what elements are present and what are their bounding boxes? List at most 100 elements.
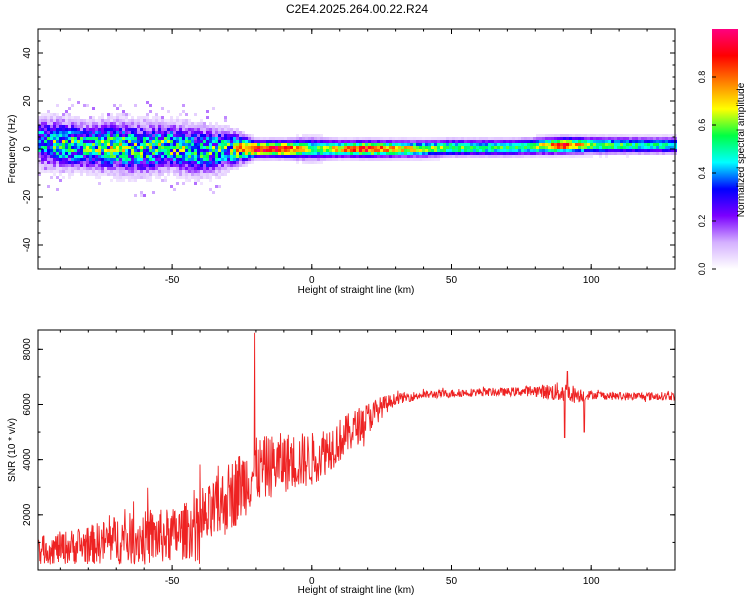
spectrogram-cell	[248, 143, 251, 146]
spectrogram-cell	[101, 170, 104, 173]
spectrogram-cell	[44, 143, 47, 146]
spectrogram-cell	[65, 167, 68, 170]
spectrogram-cell	[644, 152, 647, 155]
spectrogram-cell	[377, 137, 380, 140]
spectrogram-cell	[74, 143, 77, 146]
spectrogram-cell	[449, 155, 452, 158]
spectrogram-cell	[164, 155, 167, 158]
spectrogram-cell	[563, 140, 566, 143]
spectrogram-cell	[329, 155, 332, 158]
spectrogram-cell	[275, 143, 278, 146]
spectrogram-cell	[188, 173, 191, 176]
spectrogram-cell	[566, 149, 569, 152]
spectrogram-cell	[101, 116, 104, 119]
spectrogram-cell	[176, 122, 179, 125]
spectrogram-cell	[380, 155, 383, 158]
spectrogram-cell	[407, 137, 410, 140]
spectrogram-cell	[659, 140, 662, 143]
spectrogram-cell	[218, 167, 221, 170]
spectrogram-cell	[56, 164, 59, 167]
spectrogram-cell	[230, 152, 233, 155]
spectrogram-cell	[236, 152, 239, 155]
spectrogram-cell	[455, 152, 458, 155]
spectrogram-cell	[83, 104, 86, 107]
spectrogram-cell	[326, 140, 329, 143]
spectrogram-cell	[53, 167, 56, 170]
spectrogram-cell	[191, 167, 194, 170]
spectrogram-cell	[50, 155, 53, 158]
spectrogram-cell	[605, 137, 608, 140]
spectrogram-cell	[353, 137, 356, 140]
spectrogram-cell	[353, 158, 356, 161]
spectrogram-cell	[635, 146, 638, 149]
spectrogram-cell	[395, 155, 398, 158]
spectrogram-cell	[233, 149, 236, 152]
spectrogram-cell	[47, 140, 50, 143]
spectrogram-cell	[74, 116, 77, 119]
spectrogram-cell	[452, 155, 455, 158]
spectrogram-cell	[524, 152, 527, 155]
spectrogram-cell	[386, 155, 389, 158]
spectrogram-cell	[404, 149, 407, 152]
spectrogram-cell	[197, 134, 200, 137]
spectrogram-cell	[617, 143, 620, 146]
spectrogram-cell	[92, 164, 95, 167]
spectrogram-cell	[278, 152, 281, 155]
spectrogram-cell	[656, 140, 659, 143]
spectrogram-cell	[95, 173, 98, 176]
spectrogram-cell	[230, 140, 233, 143]
spectrogram-cell	[638, 149, 641, 152]
spectrogram-cell	[461, 143, 464, 146]
spectrogram-cell	[266, 149, 269, 152]
spectrogram-cell	[143, 194, 146, 197]
spectrogram-cell	[131, 119, 134, 122]
spectrogram-cell	[644, 143, 647, 146]
spectrogram-cell	[347, 146, 350, 149]
spectrogram-cell	[161, 146, 164, 149]
spectrogram-cell	[524, 155, 527, 158]
spectrogram-cell	[242, 155, 245, 158]
spectrogram-cell	[275, 149, 278, 152]
spectrogram-cell	[545, 149, 548, 152]
spectrogram-cell	[137, 131, 140, 134]
spectrogram-cell	[38, 116, 41, 119]
spectrogram-cell	[551, 149, 554, 152]
spectrogram-cell	[290, 146, 293, 149]
spectrogram-cell	[329, 146, 332, 149]
spectrogram-cell	[83, 164, 86, 167]
spectrogram-cell	[305, 161, 308, 164]
spectrogram-cell	[41, 167, 44, 170]
spectrogram-cell	[212, 191, 215, 194]
spectrogram-cell	[653, 134, 656, 137]
spectrogram-cell	[83, 128, 86, 131]
spectrogram-cell	[95, 134, 98, 137]
spectrogram-cell	[260, 140, 263, 143]
spectrogram-cell	[119, 152, 122, 155]
spectrogram-cell	[176, 146, 179, 149]
spectrogram-cell	[194, 149, 197, 152]
spectrogram-cell	[371, 152, 374, 155]
spectrogram-cell	[482, 146, 485, 149]
spectrogram-cell	[200, 170, 203, 173]
spectrogram-cell	[428, 137, 431, 140]
spectrogram-cell	[602, 134, 605, 137]
spectrogram-cell	[422, 137, 425, 140]
spectrogram-cell	[251, 134, 254, 137]
spectrogram-cell	[338, 152, 341, 155]
spectrogram-cell	[146, 170, 149, 173]
spectrogram-cell	[203, 176, 206, 179]
spectrogram-cell	[581, 155, 584, 158]
spectrogram-cell	[125, 116, 128, 119]
spectrogram-cell	[305, 152, 308, 155]
spectrogram-cell	[641, 152, 644, 155]
spectrogram-cell	[155, 140, 158, 143]
spectrogram-cell	[302, 134, 305, 137]
spectrogram-cell	[368, 143, 371, 146]
spectrogram-cell	[287, 140, 290, 143]
spectrogram-cell	[227, 125, 230, 128]
spectrogram-cell	[86, 164, 89, 167]
spectrogram-cell	[620, 137, 623, 140]
spectrogram-cell	[188, 170, 191, 173]
spectrogram-cell	[197, 131, 200, 134]
spectrogram-cell	[287, 158, 290, 161]
